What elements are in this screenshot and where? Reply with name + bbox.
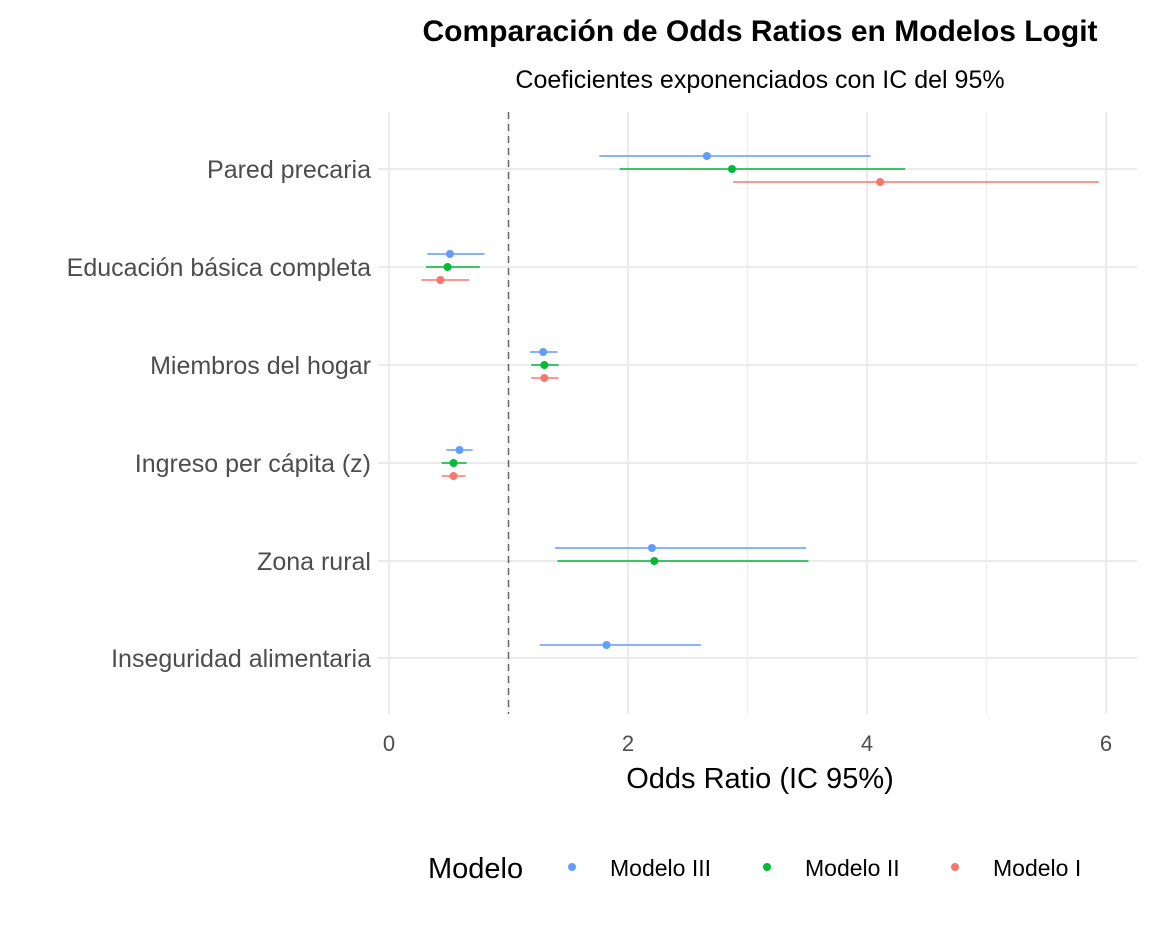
- y-tick-label: Zona rural: [257, 548, 371, 576]
- point-estimate: [727, 165, 736, 173]
- legend-item-label: Modelo I: [993, 855, 1081, 881]
- x-tick-label: 2: [622, 731, 634, 756]
- legend-key-marker: [951, 863, 959, 871]
- point-estimate: [540, 374, 549, 382]
- point-estimate: [436, 276, 445, 284]
- legend-title: Modelo: [428, 853, 523, 885]
- legend: Modelo Modelo III Modelo II Modelo I: [428, 853, 1081, 885]
- chart-subtitle: Coeficientes exponenciados con IC del 95…: [515, 66, 1004, 94]
- y-tick-label: Educación básica completa: [67, 254, 371, 282]
- point-estimate: [876, 178, 885, 186]
- point-estimate: [539, 348, 548, 356]
- point-estimate: [650, 557, 659, 565]
- chart-marks: [421, 152, 1099, 649]
- y-tick-label: Pared precaria: [207, 156, 371, 184]
- legend-items: Modelo III Modelo II Modelo I: [568, 855, 1081, 881]
- x-tick-label: 0: [383, 731, 395, 756]
- legend-key-marker: [763, 863, 771, 871]
- y-tick-label: Miembros del hogar: [150, 352, 371, 380]
- y-axis-labels: Pared precaria Educación básica completa M…: [67, 156, 371, 673]
- point-estimate: [449, 472, 458, 480]
- point-estimate: [443, 263, 452, 271]
- x-tick-label: 6: [1100, 731, 1112, 756]
- x-axis-labels: 0 2 4 6: [383, 731, 1112, 756]
- point-estimate: [540, 361, 549, 369]
- y-tick-label: Ingreso per cápita (z): [135, 450, 371, 478]
- point-estimate: [702, 152, 711, 160]
- x-axis-title: Odds Ratio (IC 95%): [626, 763, 894, 795]
- legend-key-marker: [568, 863, 576, 871]
- legend-item-label: Modelo III: [610, 855, 711, 881]
- chart-title: Comparación de Odds Ratios en Modelos Lo…: [422, 15, 1097, 48]
- x-tick-label: 4: [861, 731, 873, 756]
- y-tick-label: Inseguridad alimentaria: [111, 645, 371, 673]
- point-estimate: [449, 459, 458, 467]
- point-estimate: [647, 544, 656, 552]
- point-estimate: [455, 446, 464, 454]
- legend-item-label: Modelo II: [805, 855, 900, 881]
- point-estimate: [445, 250, 454, 258]
- point-estimate: [602, 641, 611, 649]
- grid: [378, 112, 1137, 714]
